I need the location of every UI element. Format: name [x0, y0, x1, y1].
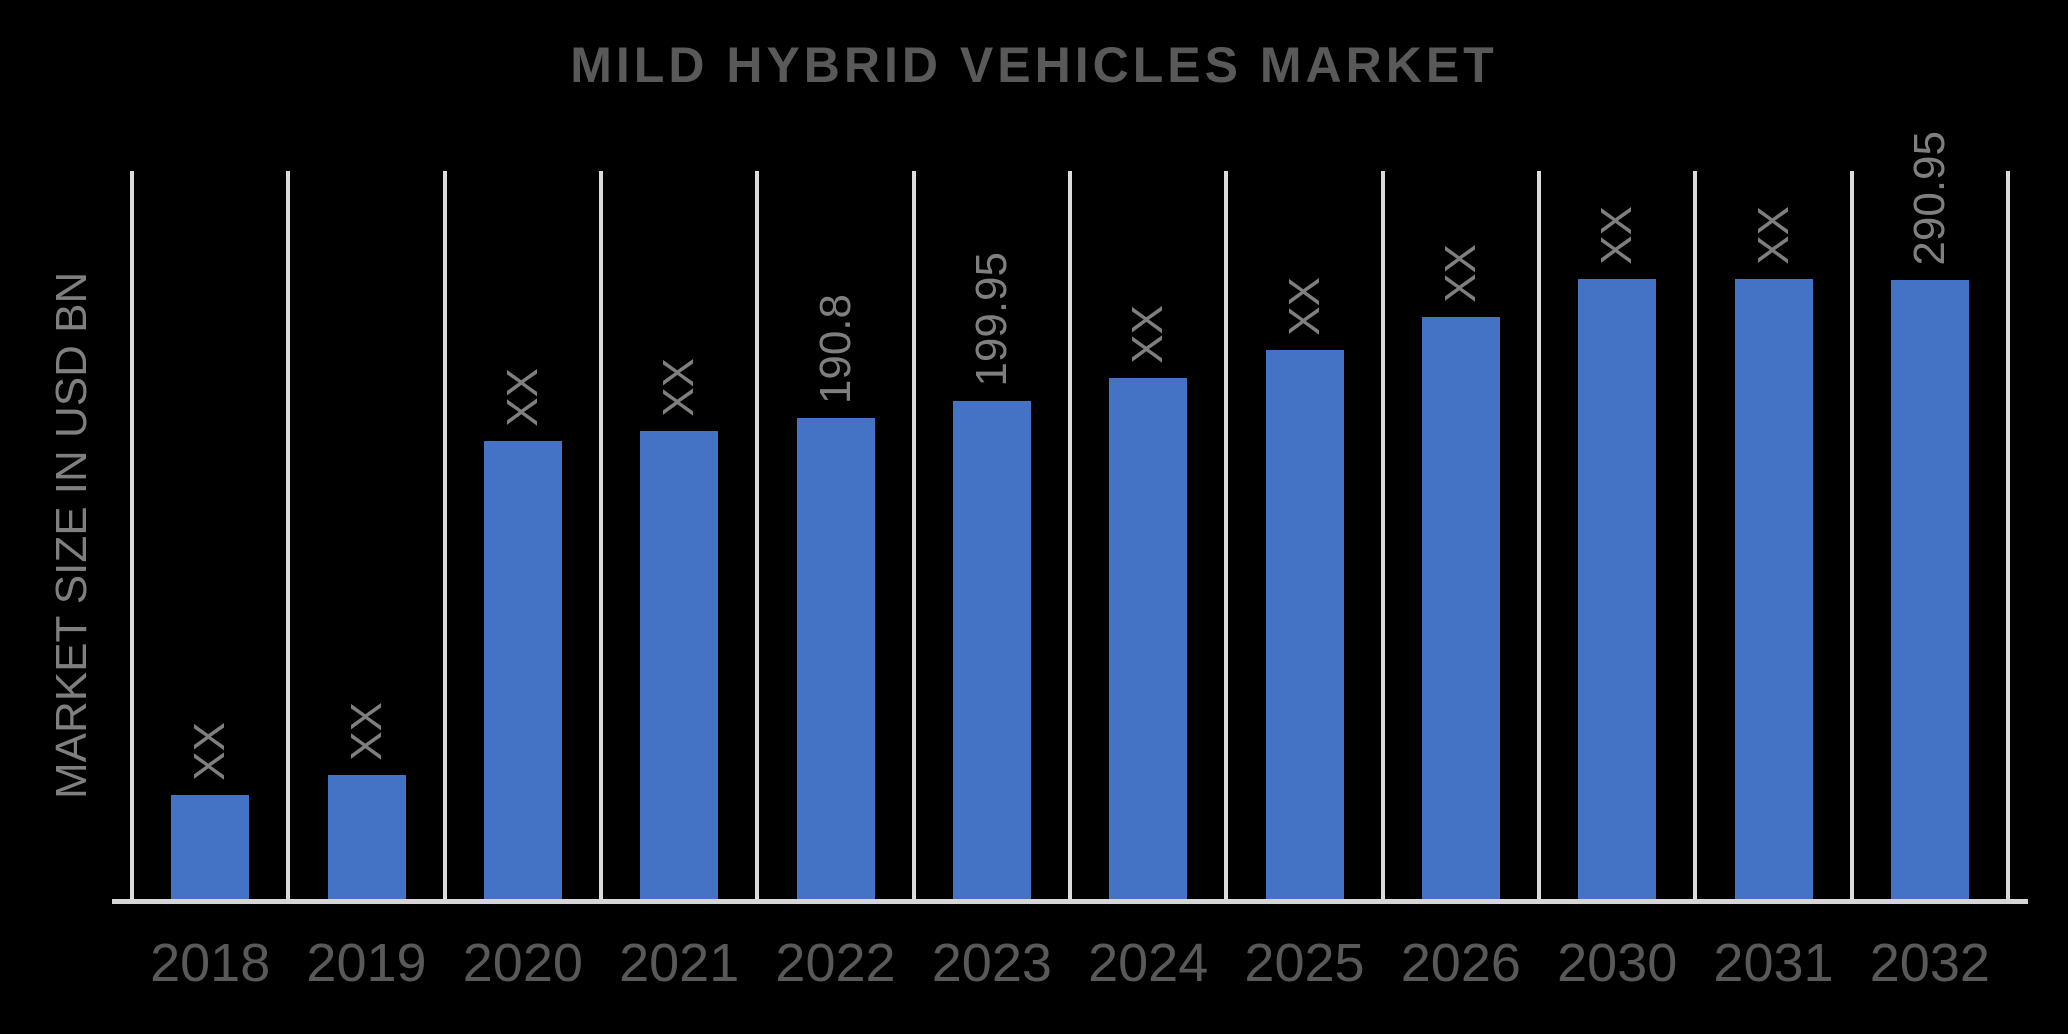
x-tick-label-2026: 2026: [1400, 933, 1521, 993]
x-tick-label-2021: 2021: [619, 933, 740, 993]
bar-value-label-2030: XX: [1592, 206, 1642, 265]
x-axis-labels: 2018 2019 2020 2021 2022 2023 2024 2025 2026 2030…: [132, 932, 2008, 1002]
bar-value-label-2022: 190.8: [810, 293, 860, 404]
bar-2022: [796, 418, 875, 902]
bar-value-label-2018: XX: [185, 722, 235, 781]
bar-2023: [952, 401, 1031, 902]
bar-2020: [483, 441, 562, 902]
x-tick-label-2031: 2031: [1713, 933, 1834, 993]
category-gridline: [1068, 171, 1072, 902]
bar-2019: [327, 775, 406, 902]
x-tick-label-2025: 2025: [1244, 933, 1365, 993]
bar-value-label-2023: 199.95: [966, 252, 1016, 387]
x-axis-baseline: [112, 899, 2028, 904]
bar-value-label-2031: XX: [1748, 206, 1798, 265]
category-gridline: [755, 171, 760, 902]
category-gridline: [2006, 171, 2010, 902]
category-gridline: [1380, 171, 1385, 902]
bar-value-label-2021: XX: [654, 358, 704, 417]
bar-2030: [1578, 279, 1657, 902]
category-gridline: [1849, 171, 1854, 902]
category-gridline: [1537, 171, 1541, 902]
category-gridline: [1693, 171, 1698, 902]
x-tick-label-2018: 2018: [150, 933, 271, 993]
bar-value-label-2026: XX: [1435, 244, 1485, 303]
y-axis-title: MARKET SIZE IN USD BN: [47, 271, 96, 799]
category-gridline: [286, 171, 291, 902]
x-tick-label-2022: 2022: [775, 933, 896, 993]
x-tick-label-2019: 2019: [306, 933, 427, 993]
bar-value-label-2019: XX: [341, 702, 391, 761]
bar-value-label-2024: XX: [1123, 305, 1173, 364]
plot-area: XX XX XX XX 190.8 199.95 XX XX XX XX XX 290.95: [130, 131, 2010, 902]
category-gridline: [1224, 171, 1229, 902]
bar-2031: [1734, 279, 1813, 902]
bar-value-label-2020: XX: [497, 368, 547, 427]
x-tick-label-2020: 2020: [462, 933, 583, 993]
bar-value-label-2025: XX: [1279, 277, 1329, 336]
bar-2025: [1265, 350, 1344, 902]
bar-2021: [640, 431, 719, 902]
bar-2018: [171, 795, 250, 902]
x-tick-label-2024: 2024: [1088, 933, 1209, 993]
category-gridline: [130, 171, 134, 902]
x-tick-label-2030: 2030: [1557, 933, 1678, 993]
chart-title: MILD HYBRID VEHICLES MARKET: [570, 37, 1498, 93]
x-tick-label-2032: 2032: [1869, 933, 1990, 993]
bar-2024: [1109, 378, 1188, 902]
category-gridline: [442, 171, 447, 902]
bar-2032: [1890, 280, 1969, 902]
category-gridline: [911, 171, 916, 902]
bar-value-label-2032: 290.95: [1904, 131, 1954, 266]
bar-2026: [1421, 317, 1500, 902]
x-tick-label-2023: 2023: [931, 933, 1052, 993]
category-gridline: [599, 171, 603, 902]
